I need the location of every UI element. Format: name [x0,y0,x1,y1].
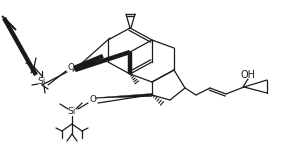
Text: O: O [68,64,75,72]
Text: Si: Si [38,77,46,86]
Polygon shape [95,94,152,98]
Text: OH: OH [241,70,255,80]
Text: O: O [89,96,96,105]
Text: Si: Si [68,107,76,116]
Polygon shape [128,52,132,74]
